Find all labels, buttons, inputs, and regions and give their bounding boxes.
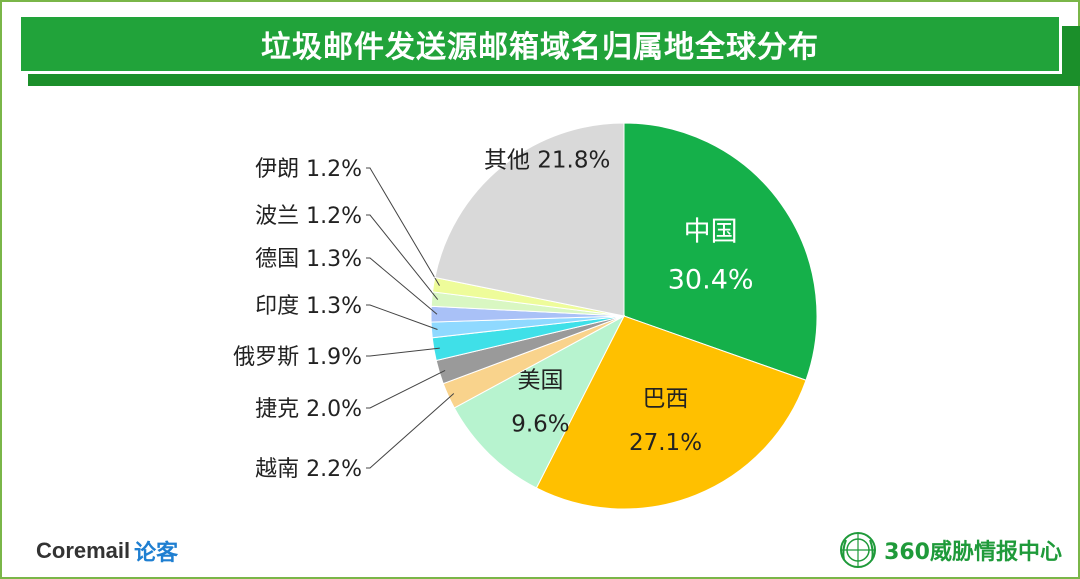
coremail-name-cn: 论客 — [134, 541, 179, 566]
leader-line-india — [366, 304, 438, 330]
threat-center-name: 360威胁情报中心 — [884, 540, 1062, 565]
slice-label-iran: 伊朗 1.2% — [255, 157, 362, 182]
leader-line-czech — [366, 369, 446, 409]
pie-slice-usa — [453, 314, 626, 489]
slice-value-usa: 9.6% — [511, 412, 569, 438]
chart-title: 垃圾邮件发送源邮箱域名归属地全球分布 — [261, 30, 819, 65]
slice-label-china: 中国 — [684, 217, 738, 248]
slice-label-india: 印度 1.3% — [255, 294, 362, 319]
slice-label-poland: 波兰 1.2% — [255, 204, 362, 229]
pie-slice-brazil — [535, 315, 807, 510]
leader-line-vietnam — [366, 393, 455, 469]
leader-line-iran — [366, 167, 440, 286]
slice-value-brazil: 27.1% — [629, 430, 702, 456]
pie-slice-other — [434, 122, 625, 317]
threat-center-logo: 360威胁情报中心 — [838, 530, 1062, 570]
coremail-logo: Coremail 论客 — [36, 536, 178, 566]
slice-label-brazil: 巴西 — [643, 386, 689, 412]
leader-line-germany — [366, 257, 438, 315]
slice-label-czech: 捷克 2.0% — [255, 397, 362, 422]
slice-label-russia: 俄罗斯 1.9% — [233, 345, 362, 370]
pie-slice-china — [623, 122, 818, 381]
slice-label-germany: 德国 1.3% — [255, 247, 362, 272]
leader-line-poland — [366, 214, 439, 300]
slice-label-usa: 美国 — [517, 368, 563, 394]
coremail-name: Coremail — [36, 538, 131, 563]
title-bar: 垃圾邮件发送源邮箱域名归属地全球分布 — [18, 14, 1062, 74]
slice-value-china: 30.4% — [668, 265, 754, 296]
leader-line-russia — [366, 347, 440, 357]
slice-label-other: 其他 21.8% — [484, 147, 610, 173]
un-globe-icon — [840, 532, 877, 568]
slice-label-vietnam: 越南 2.2% — [255, 457, 362, 482]
